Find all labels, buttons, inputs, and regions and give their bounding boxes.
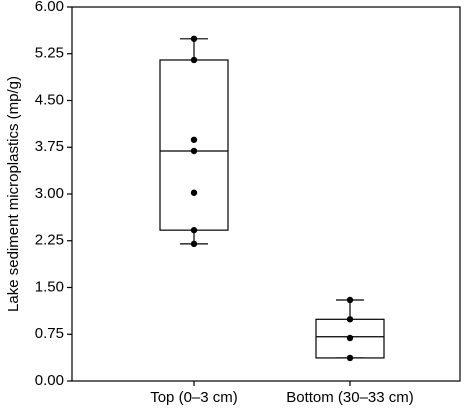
y-tick-label: 2.25 <box>35 232 64 249</box>
data-point <box>190 35 198 42</box>
data-point <box>190 240 198 248</box>
y-tick-label: 0.75 <box>35 325 64 342</box>
x-tick-label: Bottom (30–33 cm) <box>286 389 414 406</box>
y-tick-label: 4.50 <box>35 91 64 108</box>
data-point <box>190 136 198 143</box>
data-point <box>190 226 198 234</box>
y-axis-label: Lake sediment microplastics (mp/g) <box>5 76 22 312</box>
data-point <box>346 296 354 304</box>
y-tick-label: 3.00 <box>35 185 64 202</box>
y-tick-label: 6.00 <box>35 0 64 15</box>
x-tick-label: Top (0–3 cm) <box>150 389 238 406</box>
y-tick-label: 0.00 <box>35 372 64 389</box>
y-tick-label: 3.75 <box>35 138 64 155</box>
plot-frame <box>71 6 461 382</box>
data-point <box>346 316 354 323</box>
box <box>159 59 229 231</box>
data-point <box>190 56 198 64</box>
data-point <box>346 354 354 362</box>
data-point <box>190 189 198 196</box>
y-tick-label: 1.50 <box>35 278 64 295</box>
y-tick-label: 5.25 <box>35 45 64 62</box>
data-point <box>190 147 198 155</box>
data-point <box>346 334 354 342</box>
